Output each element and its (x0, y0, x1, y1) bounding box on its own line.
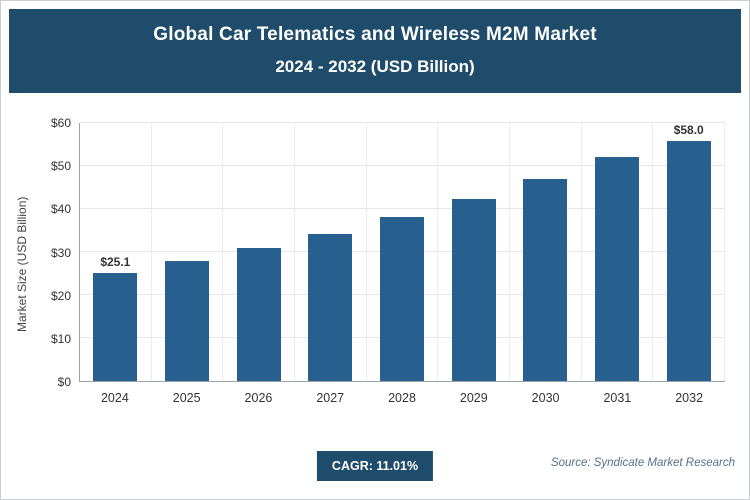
x-tick-label: 2026 (244, 391, 273, 405)
bars-row: $25.1 $58.0 (80, 123, 726, 381)
y-tick-label: $40 (50, 202, 71, 217)
x-tick-label: 2027 (316, 391, 345, 405)
bar-column (367, 123, 439, 381)
bar-2026 (236, 247, 281, 381)
plot-wrapper: $0 $10 $20 $30 $40 $50 $60 $25.1 $58.0 (35, 116, 726, 389)
chart-header: Global Car Telematics and Wireless M2M M… (9, 9, 741, 93)
y-tick-label: $20 (50, 288, 71, 303)
bar-column: $25.1 (80, 123, 152, 381)
gridline (80, 165, 725, 166)
gridline (80, 208, 725, 209)
bar-2027 (308, 233, 353, 381)
bar-column (510, 123, 582, 381)
x-tick-label: 2028 (388, 391, 416, 405)
chart-footer: CAGR: 11.01% Source: Syndicate Market Re… (9, 433, 741, 491)
x-axis-ticks: 2024 2025 2026 2027 2028 2029 2030 2031 2032 (79, 382, 725, 405)
bar-column (152, 123, 224, 381)
plot-area: $25.1 $58.0 (79, 122, 726, 382)
bar-value-label: $25.1 (100, 255, 131, 270)
gridline (80, 122, 725, 123)
bar-column (295, 123, 367, 381)
chart-body: Market Size (USD Billion) $0 $10 $20 $30 $40… (9, 116, 741, 405)
x-tick-label: 2031 (603, 391, 632, 405)
x-tick-label: 2025 (172, 391, 201, 405)
y-axis-title: Market Size (USD Billion) (15, 196, 29, 332)
bar-2025 (165, 261, 209, 381)
bar-2031 (595, 156, 639, 381)
chart-title-line1: Global Car Telematics and Wireless M2M M… (153, 24, 597, 45)
x-tick-label: 2032 (675, 391, 704, 405)
bar-2024 (93, 273, 138, 381)
y-tick-label: $10 (50, 331, 71, 346)
bar-value-label: $58.0 (673, 123, 704, 137)
plot-column: $0 $10 $20 $30 $40 $50 $60 $25.1 $58.0 2024 2025… (35, 116, 726, 405)
bar-2030 (523, 178, 568, 381)
cagr-badge: CAGR: 11.01% (316, 451, 434, 481)
chart-title-line2: 2024 - 2032 (USD Billion) (275, 57, 475, 76)
bar-2029 (451, 199, 496, 381)
bar-2028 (380, 217, 424, 381)
bar-2032 (666, 141, 711, 381)
bar-column: $58.0 (653, 123, 726, 381)
y-tick-label: $0 (57, 375, 71, 389)
bar-column (582, 123, 654, 381)
source-text: Source: Syndicate Market Research (550, 457, 735, 469)
bar-column (223, 123, 296, 381)
x-tick-label: 2024 (100, 391, 129, 405)
x-tick-label: 2030 (531, 391, 560, 405)
bar-column (438, 123, 511, 381)
y-tick-label: $30 (50, 245, 71, 260)
y-tick-label: $60 (50, 116, 71, 130)
y-axis-ticks: $0 $10 $20 $30 $40 $50 $60 (35, 116, 79, 389)
x-tick-label: 2029 (459, 391, 488, 405)
y-tick-label: $50 (50, 159, 71, 174)
